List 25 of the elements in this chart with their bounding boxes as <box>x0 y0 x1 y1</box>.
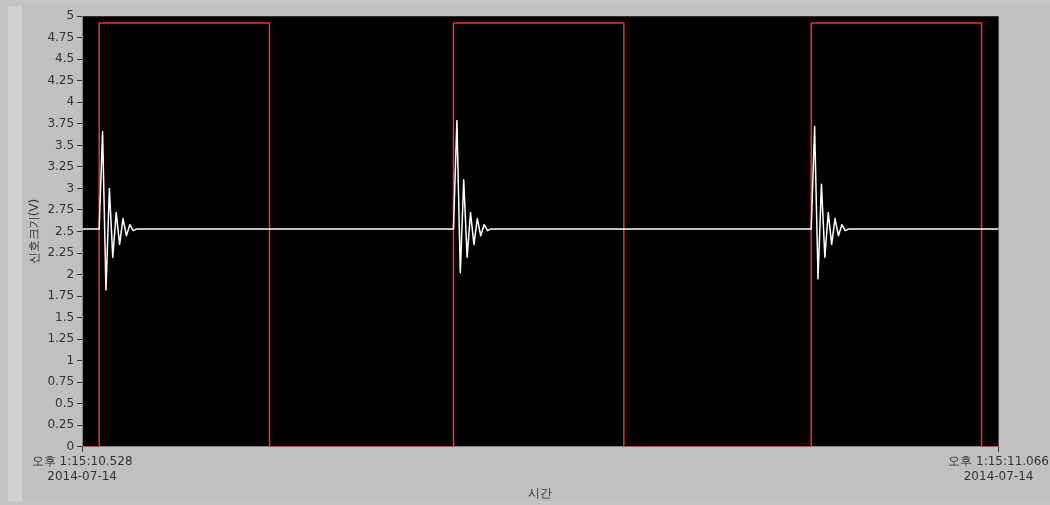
y-tick-label: 3 <box>66 180 75 195</box>
y-tick-label: 4.25 <box>47 72 75 87</box>
y-tick-label: 3.25 <box>47 159 75 174</box>
y-tick-label: 5 <box>66 8 75 23</box>
y-tick-label: 2.25 <box>47 245 75 260</box>
y-tick-label: 1.5 <box>55 309 75 324</box>
y-tick-label: 0 <box>66 438 75 453</box>
y-tick-label: 3.75 <box>47 115 75 130</box>
y-tick-label: 0.25 <box>47 417 75 432</box>
y-axis-title: 신호크기(V) <box>27 198 42 265</box>
y-tick-label: 2 <box>66 266 75 281</box>
y-tick-label: 0.5 <box>55 395 75 410</box>
x-tick-label: 오후 1:15:10.528 2014-07-14 <box>31 454 133 483</box>
y-tick-label: 3.5 <box>55 137 75 152</box>
y-tick-label: 4.75 <box>47 29 75 44</box>
y-tick-label: 4.5 <box>55 51 75 66</box>
x-axis-title: 시간 <box>528 485 553 500</box>
y-tick-label: 2.5 <box>55 223 75 238</box>
y-tick-label: 1 <box>66 352 75 367</box>
y-tick-label: 1.25 <box>47 331 75 346</box>
y-tick-label: 4 <box>66 94 75 109</box>
y-tick-label: 1.75 <box>47 288 75 303</box>
y-tick-label: 0.75 <box>47 374 75 389</box>
x-tick-label: 오후 1:15:11.066 2014-07-14 <box>948 454 1049 483</box>
y-tick-label: 2.75 <box>47 202 75 217</box>
